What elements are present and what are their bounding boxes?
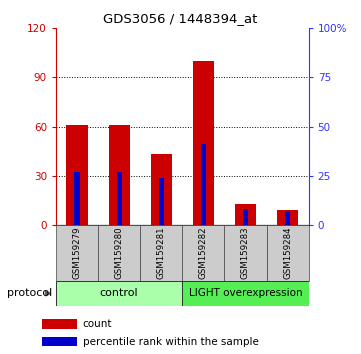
Bar	[235, 204, 256, 225]
Text: GSM159282: GSM159282	[199, 227, 208, 279]
Text: GSM159280: GSM159280	[115, 227, 123, 279]
Bar	[66, 125, 87, 225]
Text: LIGHT overexpression: LIGHT overexpression	[189, 289, 302, 298]
Bar	[159, 178, 164, 225]
Bar	[182, 281, 309, 306]
Bar	[117, 172, 122, 225]
Bar	[225, 225, 266, 281]
Bar	[74, 172, 79, 225]
Bar	[182, 225, 225, 281]
Text: percentile rank within the sample: percentile rank within the sample	[83, 337, 258, 347]
Bar	[266, 225, 309, 281]
Bar	[43, 337, 77, 346]
Bar	[98, 225, 140, 281]
Bar	[201, 144, 206, 225]
Text: GSM159283: GSM159283	[241, 227, 250, 279]
Bar	[193, 61, 214, 225]
Bar	[43, 319, 77, 329]
Bar	[151, 154, 172, 225]
Text: control: control	[100, 289, 138, 298]
Bar	[56, 225, 98, 281]
Bar	[56, 281, 182, 306]
Text: GSM159279: GSM159279	[73, 227, 82, 279]
Text: GSM159281: GSM159281	[157, 227, 166, 279]
Bar	[285, 211, 290, 225]
Bar	[243, 209, 248, 225]
Bar	[140, 225, 182, 281]
Text: count: count	[83, 319, 112, 329]
Bar	[109, 125, 130, 225]
Text: protocol: protocol	[7, 289, 52, 298]
Text: GSM159284: GSM159284	[283, 227, 292, 279]
Bar	[277, 210, 298, 225]
Text: GDS3056 / 1448394_at: GDS3056 / 1448394_at	[103, 12, 258, 25]
